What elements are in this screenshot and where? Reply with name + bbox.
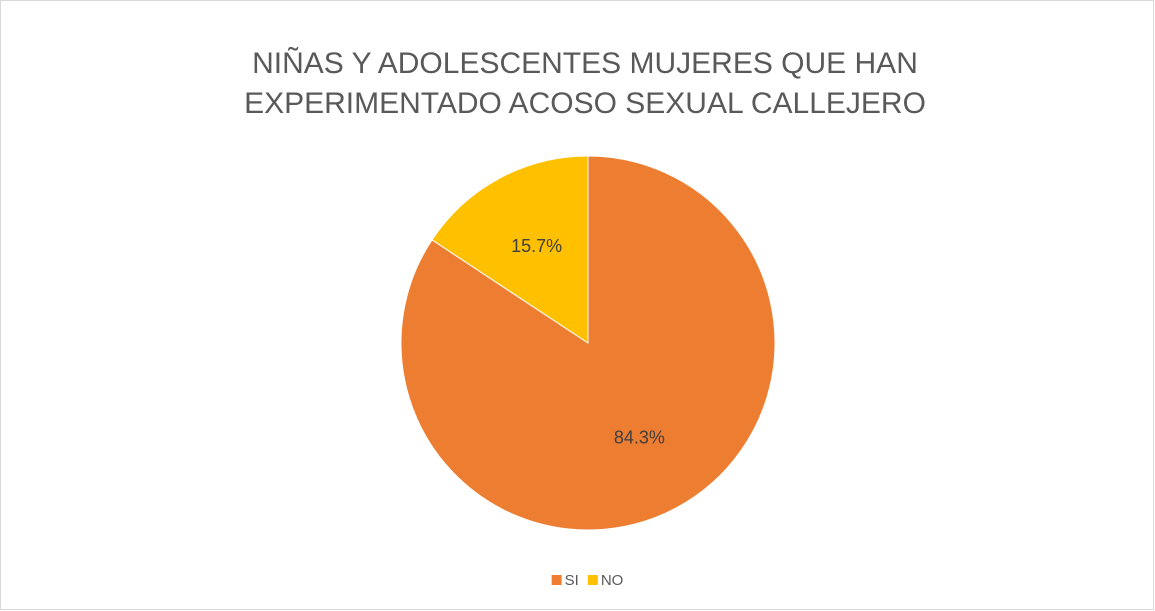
- legend-label: SI: [565, 572, 579, 589]
- pie-slice: [431, 155, 589, 344]
- chart-title: NIÑAS Y ADOLESCENTES MUJERES QUE HAN EXP…: [244, 47, 926, 120]
- legend-label: NO: [601, 572, 624, 589]
- data-label: 15.7%: [511, 236, 562, 256]
- legend-swatch: [551, 575, 562, 585]
- data-label: 84.3%: [614, 427, 665, 447]
- legend-swatch: [587, 575, 598, 585]
